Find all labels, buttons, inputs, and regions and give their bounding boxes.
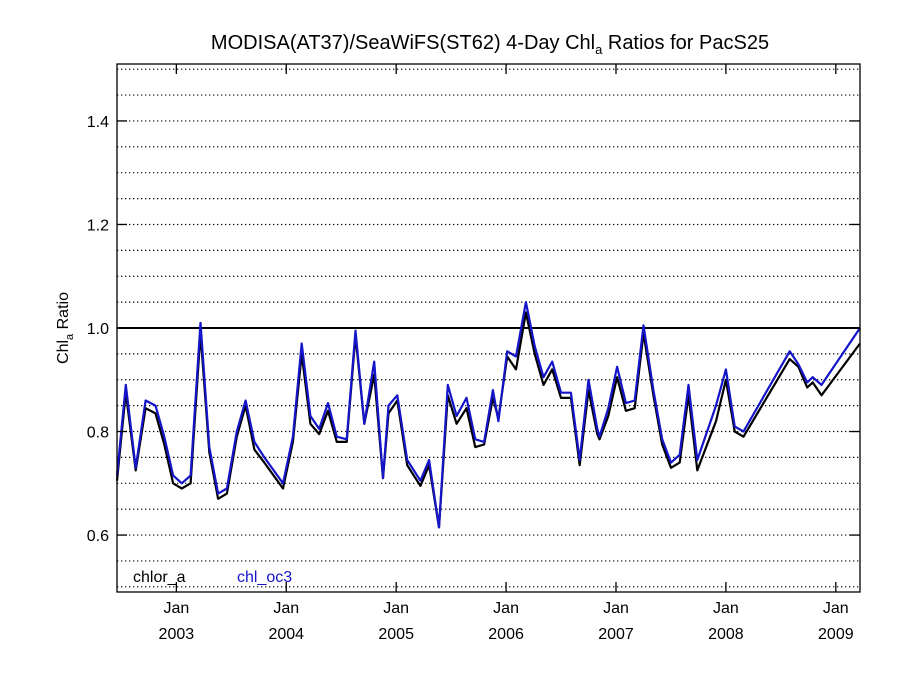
x-tick-label-year: 2006 [488, 626, 524, 643]
x-tick-label-year: 2009 [818, 626, 854, 643]
legend: chlor_a chl_oc3 [133, 569, 292, 586]
legend-entry-chl-oc3: chl_oc3 [237, 569, 292, 586]
x-tick-label-year: 2004 [268, 626, 304, 643]
chart-title-main: MODISA(AT37)/SeaWiFS(ST62) 4-Day Chl [211, 32, 595, 54]
y-tick-label: 0.6 [87, 528, 109, 545]
series-lines [115, 301, 861, 529]
chart-title: MODISA(AT37)/SeaWiFS(ST62) 4-Day Chla Ra… [211, 32, 769, 57]
legend-entry-chlor-a: chlor_a [133, 569, 186, 586]
x-tick-label-year: 2007 [598, 626, 634, 643]
y-tick-label: 1.4 [87, 114, 109, 131]
y-tick-label: 1.2 [87, 217, 109, 234]
x-tick-label-month: Jan [163, 600, 189, 617]
x-tick-label-month: Jan [823, 600, 849, 617]
y-axis: 0.6 0.8 1.0 1.2 1.4 [87, 114, 860, 545]
x-tick-label-month: Jan [383, 600, 409, 617]
x-tick-label-month: Jan [493, 600, 519, 617]
x-axis: Jan 2003 Jan 2004 Jan 2005 Jan 2006 Jan 2007 Jan 20… [159, 64, 854, 643]
y-axis-label-subscript: a [64, 333, 76, 340]
x-tick-label-month: Jan [603, 600, 629, 617]
y-axis-label-suffix: Ratio [55, 292, 72, 334]
chart-title-suffix: Ratios for PacS25 [602, 32, 769, 54]
x-tick-label-month: Jan [713, 600, 739, 617]
chart-title-subscript: a [595, 42, 603, 57]
y-axis-label: Chla Ratio [55, 292, 76, 364]
series-line-chl-oc3 [115, 301, 861, 529]
x-tick-label-year: 2008 [708, 626, 744, 643]
y-tick-label: 1.0 [87, 321, 109, 338]
x-tick-label-year: 2003 [159, 626, 195, 643]
y-tick-label: 0.8 [87, 425, 109, 442]
x-tick-label-month: Jan [273, 600, 299, 617]
x-tick-label-year: 2005 [378, 626, 414, 643]
y-axis-label-main: Chl [55, 340, 72, 364]
